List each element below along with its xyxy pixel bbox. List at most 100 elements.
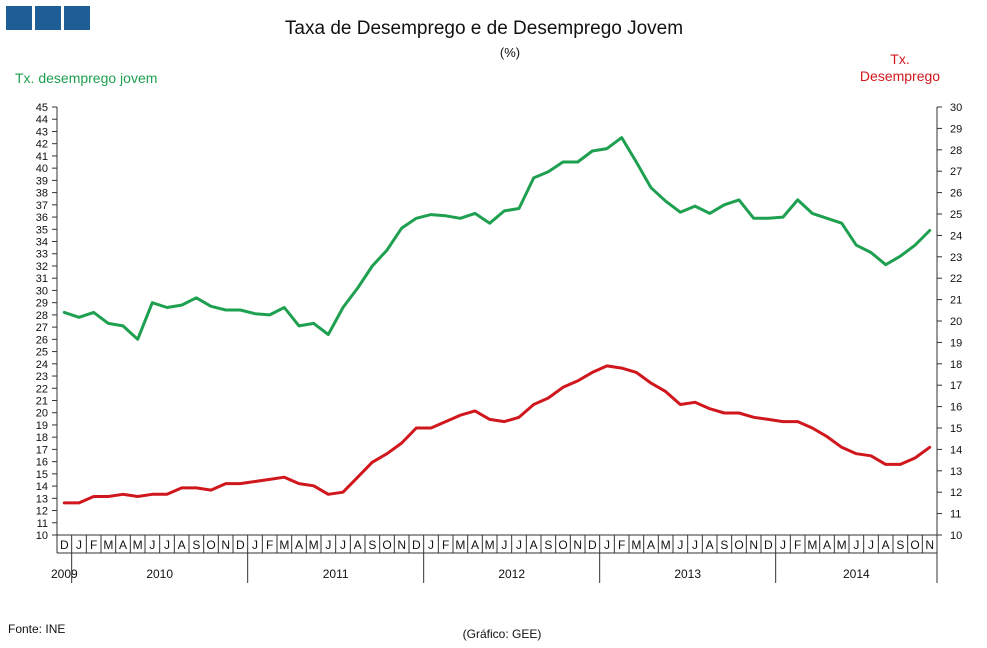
left-tick-label: 41 [36, 151, 48, 163]
month-label: A [823, 538, 831, 552]
right-tick-label: 28 [950, 145, 962, 157]
right-tick-label: 12 [950, 487, 962, 499]
left-tick-label: 38 [36, 188, 48, 200]
month-label: J [853, 538, 859, 552]
left-tick-label: 25 [36, 347, 48, 359]
right-tick-label: 13 [950, 466, 962, 478]
month-label: F [618, 538, 625, 552]
month-label: N [221, 538, 230, 552]
month-label: S [368, 538, 376, 552]
month-label: M [485, 538, 495, 552]
right-ticks-group: 10 11 12 13 14 15 16 17 18 19 20 21 22 23 24 25 26 27 28 29… [937, 102, 962, 542]
source-note: Fonte: INE [8, 622, 65, 636]
month-label: A [471, 538, 479, 552]
month-label: A [295, 538, 303, 552]
right-tick-label: 29 [950, 123, 962, 135]
right-tick-label: 26 [950, 188, 962, 200]
year-label: 2012 [498, 567, 525, 581]
left-tick-label: 27 [36, 322, 48, 334]
chart-title: Taxa de Desemprego e de Desemprego Jovem [285, 18, 683, 39]
month-label: J [780, 538, 786, 552]
left-tick-label: 39 [36, 175, 48, 187]
right-tick-label: 19 [950, 337, 962, 349]
chart-subtitle: (%) [500, 45, 520, 60]
month-label: M [837, 538, 847, 552]
month-label: S [544, 538, 552, 552]
logo-square-3 [64, 6, 90, 30]
month-label: F [794, 538, 801, 552]
left-tick-label: 13 [36, 493, 48, 505]
right-tick-label: 10 [950, 530, 962, 542]
month-label: N [749, 538, 758, 552]
right-tick-label: 15 [950, 423, 962, 435]
month-label: J [501, 538, 507, 552]
month-label: S [720, 538, 728, 552]
month-label: D [412, 538, 421, 552]
left-tick-label: 17 [36, 444, 48, 456]
month-label: F [442, 538, 449, 552]
left-tick-label: 33 [36, 249, 48, 261]
month-label: N [397, 538, 406, 552]
month-label: A [706, 538, 714, 552]
left-tick-label: 26 [36, 334, 48, 346]
month-label: M [133, 538, 143, 552]
month-label: D [764, 538, 773, 552]
left-tick-label: 14 [36, 481, 48, 493]
left-tick-label: 10 [36, 530, 48, 542]
left-tick-label: 23 [36, 371, 48, 383]
right-tick-label: 25 [950, 209, 962, 221]
right-tick-label: 18 [950, 359, 962, 371]
right-tick-label: 17 [950, 380, 962, 392]
year-label: 2009 [51, 567, 78, 581]
month-label: J [868, 538, 874, 552]
month-label: J [252, 538, 258, 552]
right-tick-label: 16 [950, 402, 962, 414]
left-ticks-group: 1011121314151617181920212223242526272829… [36, 102, 57, 542]
right-tick-label: 21 [950, 295, 962, 307]
left-tick-label: 40 [36, 163, 48, 175]
month-label: J [164, 538, 170, 552]
month-label: M [279, 538, 289, 552]
unemployment-line [62, 364, 932, 505]
year-label: 2010 [146, 567, 173, 581]
left-tick-label: 24 [36, 359, 48, 371]
left-tick-label: 32 [36, 261, 48, 273]
month-label: A [178, 538, 186, 552]
logo-square-2 [35, 6, 61, 30]
year-label: 2011 [323, 567, 349, 581]
month-label: F [266, 538, 273, 552]
left-tick-label: 35 [36, 224, 48, 236]
month-label: S [192, 538, 200, 552]
month-label: A [354, 538, 362, 552]
left-tick-label: 20 [36, 408, 48, 420]
right-tick-label: 23 [950, 252, 962, 264]
right-tick-label: 30 [950, 102, 962, 114]
left-tick-label: 16 [36, 457, 48, 469]
left-tick-label: 21 [36, 395, 48, 407]
month-label: O [734, 538, 743, 552]
month-label: M [807, 538, 817, 552]
left-tick-label: 34 [36, 237, 48, 249]
right-axis-label-line1: Tx. [890, 51, 909, 67]
left-tick-label: 30 [36, 285, 48, 297]
logo-square-1 [6, 6, 32, 30]
month-label: N [573, 538, 582, 552]
right-tick-label: 27 [950, 166, 962, 178]
month-label: O [910, 538, 919, 552]
year-label: 2013 [674, 567, 701, 581]
month-label: J [76, 538, 82, 552]
month-label: A [119, 538, 127, 552]
month-label: J [340, 538, 346, 552]
left-tick-label: 45 [36, 102, 48, 114]
credit-note: (Gráfico: GEE) [463, 627, 542, 641]
right-tick-label: 22 [950, 273, 962, 285]
left-tick-label: 42 [36, 139, 48, 151]
youth-unemployment-line [62, 136, 932, 341]
left-tick-label: 43 [36, 126, 48, 138]
left-tick-label: 36 [36, 212, 48, 224]
month-label: D [236, 538, 245, 552]
month-label: O [206, 538, 215, 552]
month-label: D [60, 538, 69, 552]
left-tick-label: 15 [36, 469, 48, 481]
